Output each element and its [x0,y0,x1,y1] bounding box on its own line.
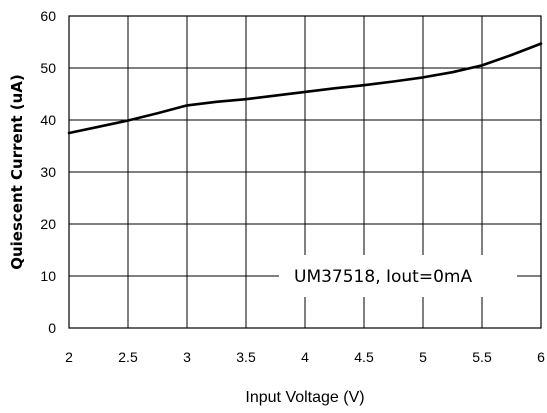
x-tick-label: 2 [65,349,73,365]
series-layer [67,42,543,135]
y-tick-label: 0 [48,320,56,336]
grid-lines [69,16,541,328]
x-tick-label: 3.5 [236,349,256,365]
x-tick-label: 6 [537,349,545,365]
series-line [67,42,543,135]
x-tick-label: 4.5 [354,349,374,365]
x-tick-labels: 2 2.5 3 3.5 4 4.5 5 5.5 6 [65,349,545,365]
y-tick-label: 60 [40,8,56,24]
x-tick-label: 5.5 [472,349,492,365]
y-axis-label: Quiescent Current (uA) [8,74,26,270]
y-tick-label: 30 [40,164,56,180]
y-tick-label: 10 [40,268,56,284]
annotation-label: UM37518, Iout=0mA [294,267,472,287]
annotation-background [279,255,517,297]
y-tick-label: 20 [40,216,56,232]
annotation-box: UM37518, Iout=0mA [279,255,517,297]
x-tick-label: 3 [183,349,191,365]
x-axis-label: Input Voltage (V) [245,389,364,406]
x-tick-label: 2.5 [118,349,138,365]
x-tick-label: 5 [419,349,427,365]
y-tick-label: 40 [40,112,56,128]
y-tick-label: 50 [40,60,56,76]
x-tick-label: 4 [301,349,309,365]
plot-frame [68,15,542,329]
y-tick-labels: 0 10 20 30 40 50 60 [40,8,56,336]
